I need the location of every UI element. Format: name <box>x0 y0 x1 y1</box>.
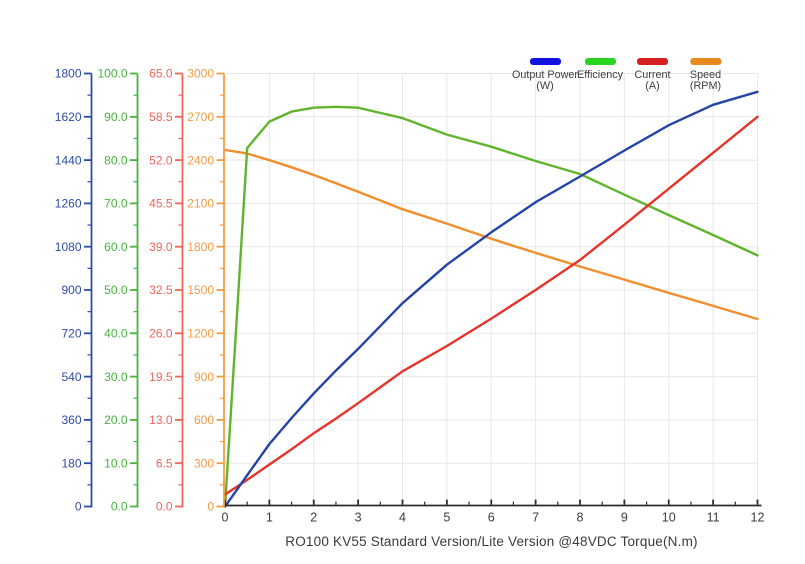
y-tick-label-efficiency: 100.0 <box>97 67 127 81</box>
y-tick-label-speed: 300 <box>194 456 214 470</box>
x-axis: 0 1 2 3 4 5 6 7 8 9 10 11 12 <box>222 499 765 525</box>
y-tick-label-speed: 1200 <box>187 327 214 341</box>
x-tick-label: 11 <box>707 511 720 525</box>
y-tick-label-speed: 1800 <box>187 240 214 254</box>
y-tick-label-power: 1260 <box>55 197 82 211</box>
y-tick-label-efficiency: 90.0 <box>104 110 128 124</box>
x-tick-label: 0 <box>222 511 229 525</box>
y-tick-label-current: 45.5 <box>149 197 173 211</box>
y-tick-label-efficiency: 10.0 <box>104 456 128 470</box>
x-tick-label: 1 <box>266 511 273 525</box>
series-line-power <box>223 90 759 508</box>
y-tick-label-power: 360 <box>61 413 81 427</box>
x-tick-label: 6 <box>488 511 495 525</box>
x-tick-label: 9 <box>621 511 628 525</box>
y-tick-label-efficiency: 40.0 <box>104 327 128 341</box>
y-tick-label-speed: 3000 <box>187 67 214 81</box>
y-tick-label-power: 1440 <box>55 153 82 167</box>
y-tick-label-efficiency: 50.0 <box>104 283 128 297</box>
y-axis-speed: 0 300 600 900 1200 1500 1800 2100 2400 2700 3000 <box>187 67 225 514</box>
y-axis-efficiency: 0.0 10.0 20.0 30.0 40.0 50.0 60.0 70.0 80.0 90.0 1… <box>97 67 139 514</box>
y-tick-label-efficiency: 0.0 <box>111 500 128 514</box>
y-tick-label-efficiency: 60.0 <box>104 240 128 254</box>
x-tick-label: 8 <box>577 511 584 525</box>
y-tick-label-power: 1800 <box>55 67 82 81</box>
y-axis-power: 0 180 360 540 720 900 1080 1260 1440 1620 1800 <box>55 67 93 514</box>
y-tick-label-current: 13.0 <box>149 413 173 427</box>
x-tick-label: 3 <box>355 511 362 525</box>
y-tick-label-efficiency: 70.0 <box>104 197 128 211</box>
x-tick-label: 7 <box>532 511 539 525</box>
y-tick-label-speed: 2400 <box>187 153 214 167</box>
x-tick-label: 2 <box>310 511 317 525</box>
y-tick-label-current: 32.5 <box>149 283 173 297</box>
y-tick-label-current: 0.0 <box>156 500 173 514</box>
x-tick-label: 10 <box>662 511 676 525</box>
y-tick-label-power: 1080 <box>55 240 82 254</box>
y-tick-label-speed: 2100 <box>187 197 214 211</box>
y-tick-label-current: 19.5 <box>149 370 173 384</box>
series-line-current <box>223 115 759 496</box>
y-tick-label-power: 0 <box>75 500 82 514</box>
y-tick-label-current: 65.0 <box>149 67 173 81</box>
y-tick-label-power: 900 <box>61 283 81 297</box>
y-tick-label-power: 540 <box>61 370 81 384</box>
y-tick-label-speed: 600 <box>194 413 214 427</box>
y-tick-label-speed: 2700 <box>187 110 214 124</box>
y-tick-label-efficiency: 80.0 <box>104 153 128 167</box>
y-tick-label-current: 58.5 <box>149 110 173 124</box>
y-tick-label-efficiency: 30.0 <box>104 370 128 384</box>
series-line-speed <box>223 148 759 321</box>
x-tick-label: 12 <box>751 511 765 525</box>
gridlines <box>225 73 758 507</box>
y-tick-label-current: 6.5 <box>156 456 173 470</box>
series-line-efficiency <box>223 105 759 508</box>
y-tick-label-power: 720 <box>61 327 81 341</box>
y-tick-label-current: 52.0 <box>149 153 173 167</box>
y-tick-label-power: 1620 <box>55 110 82 124</box>
y-tick-label-current: 39.0 <box>149 240 173 254</box>
y-tick-label-speed: 1500 <box>187 283 214 297</box>
y-tick-label-speed: 900 <box>194 370 214 384</box>
x-tick-label: 4 <box>399 511 406 525</box>
x-tick-label: 5 <box>443 511 450 525</box>
y-tick-label-efficiency: 20.0 <box>104 413 128 427</box>
y-axis-current: 0.0 6.5 13.0 19.5 26.0 32.5 39.0 45.5 52.0 58.5 65… <box>149 67 184 514</box>
y-tick-label-speed: 0 <box>207 500 214 514</box>
y-tick-label-current: 26.0 <box>149 327 173 341</box>
y-tick-label-power: 180 <box>61 456 81 470</box>
